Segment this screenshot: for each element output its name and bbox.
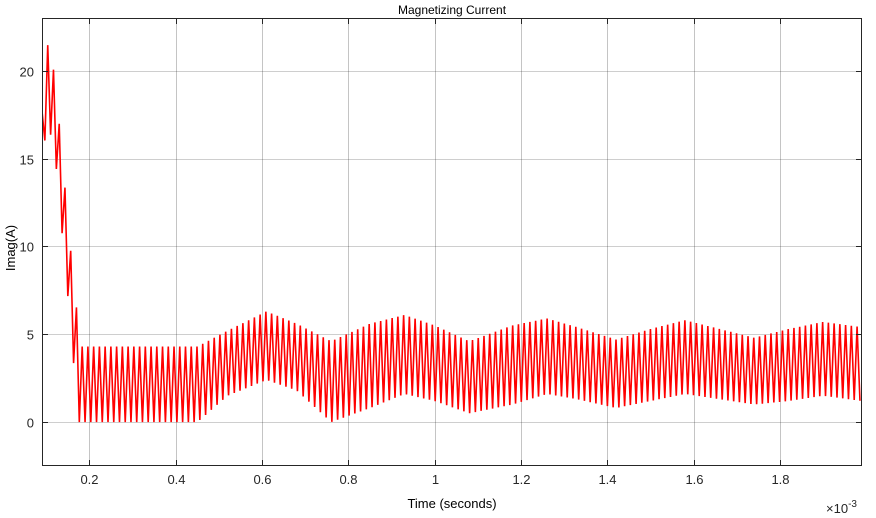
series-line — [42, 45, 861, 423]
x-tick-label: 0.8 — [339, 472, 357, 487]
x-tick-labels: 0.2 0.4 0.6 0.8 1 1.2 1.4 1.6 1.8 — [80, 472, 789, 487]
current-trace — [42, 45, 861, 423]
x-tick-label: 1.4 — [598, 472, 616, 487]
chart-title: Magnetizing Current — [398, 3, 507, 17]
x-tick-label: 0.6 — [253, 472, 271, 487]
x-tick-label: 1.6 — [685, 472, 703, 487]
x-tick-label: 0.4 — [167, 472, 185, 487]
x-exponent-power: -3 — [848, 499, 857, 510]
y-tick-label: 20 — [20, 65, 34, 80]
y-tick-labels: 0 5 10 15 20 — [20, 65, 34, 431]
y-tick-label: 5 — [27, 328, 34, 343]
x-tick-label: 1 — [432, 472, 439, 487]
y-tick-label: 0 — [27, 416, 34, 431]
x-axis-label: Time (seconds) — [407, 496, 496, 511]
x-tick-label: 1.2 — [512, 472, 530, 487]
tick-marks — [42, 18, 862, 466]
y-tick-label: 15 — [20, 153, 34, 168]
y-tick-label: 10 — [20, 240, 34, 255]
y-axis-label: Imag(A) — [3, 225, 18, 271]
x-exponent-label: ×10-3 — [826, 499, 857, 516]
x-tick-label: 1.8 — [771, 472, 789, 487]
x-tick-label: 0.2 — [80, 472, 98, 487]
x-exponent-base: ×10 — [826, 501, 848, 516]
axes-box — [42, 18, 862, 466]
